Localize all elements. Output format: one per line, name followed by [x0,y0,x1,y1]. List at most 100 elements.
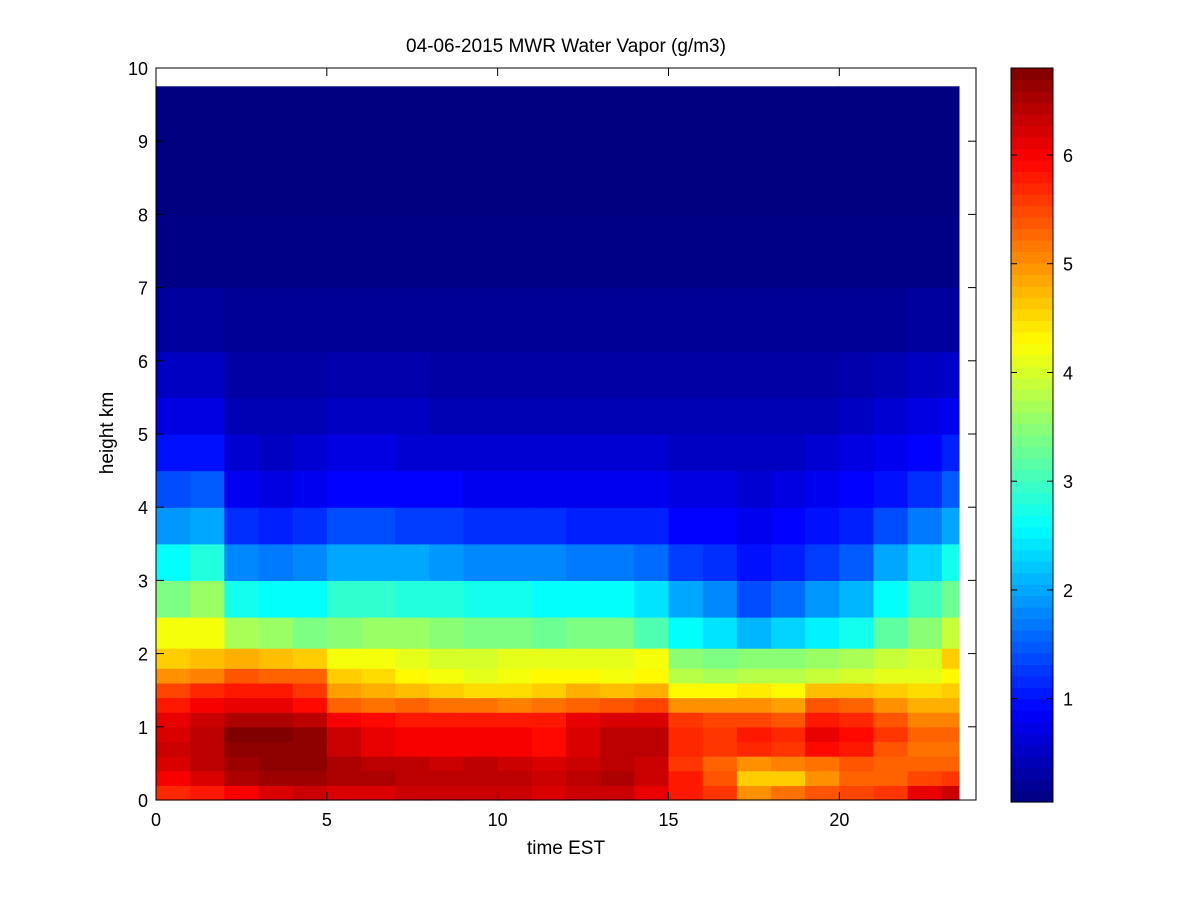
heatmap-cell [292,397,328,435]
heatmap-cell [258,785,294,801]
colorbar-tick-label: 4 [1063,363,1073,383]
heatmap-cell [702,712,738,728]
heatmap-cell [361,712,396,728]
colorbar-swatch [1011,308,1053,321]
colorbar-swatch [1011,469,1053,482]
heatmap-cell [429,507,465,545]
heatmap-cell [873,351,909,398]
colorbar-swatch [1011,457,1053,471]
heatmap-cell [941,741,960,757]
heatmap-cell [736,697,772,713]
heatmap-cell [395,697,430,713]
heatmap-cell [224,756,260,772]
heatmap-cell [156,756,191,772]
heatmap-cell [771,648,806,669]
heatmap-cell [156,580,191,618]
heatmap-cell [736,668,772,684]
heatmap-cell [907,580,943,618]
heatmap-cell [224,712,260,728]
colorbar-swatch [1011,148,1053,161]
heatmap-cell [634,507,670,545]
colorbar-swatch [1011,343,1053,356]
heatmap-cell [156,726,191,743]
heatmap-cell [702,617,738,649]
heatmap-cell [805,543,840,581]
heatmap-cell [463,712,499,728]
heatmap-cell [463,351,499,398]
heatmap-cell [600,726,635,743]
heatmap-cell [839,712,875,728]
heatmap-cell [566,741,601,757]
heatmap-cell [395,434,430,472]
heatmap-cell [805,785,840,801]
y-tick-label: 0 [138,791,148,811]
heatmap-cell [224,770,260,786]
heatmap-cell [566,726,601,743]
heatmap-cell [258,434,294,472]
heatmap-cell [634,434,670,472]
heatmap-cell [258,214,294,289]
heatmap-cell [395,682,430,699]
colorbar-swatch [1011,561,1053,574]
colorbar-tick-label: 2 [1063,581,1073,601]
colorbar-swatch [1011,733,1053,746]
heatmap-cell [839,580,875,618]
heatmap-cell [224,214,260,289]
heatmap-cell [361,287,396,353]
heatmap-cell [463,697,499,713]
colorbar-tick-label: 3 [1063,472,1073,492]
colorbar-swatch [1011,675,1053,688]
heatmap-cell [873,697,909,713]
colorbar-swatch [1011,515,1053,528]
heatmap [156,86,960,801]
colorbar-tick-label: 5 [1063,255,1073,275]
heatmap-cell [839,434,875,472]
heatmap-cell [361,507,396,545]
heatmap-cell [873,214,909,289]
heatmap-cell [326,214,362,289]
heatmap-cell [361,770,396,786]
heatmap-cell [634,648,670,669]
heatmap-cell [292,214,328,289]
heatmap-cell [566,668,601,684]
heatmap-cell [941,668,960,684]
heatmap-cell [292,507,328,545]
heatmap-cell [566,351,601,398]
heatmap-cell [190,712,225,728]
heatmap-cell [702,214,738,289]
heatmap-cell [156,741,191,757]
colorbar-swatch [1011,687,1053,700]
heatmap-cell [736,287,772,353]
heatmap-cell [702,756,738,772]
heatmap-cell [771,397,806,435]
heatmap-cell [566,785,601,801]
heatmap-cell [600,712,635,728]
heatmap-cell [429,712,465,728]
heatmap-cell [805,470,840,508]
heatmap-cell [600,617,635,649]
heatmap-cell [566,580,601,618]
heatmap-cell [566,697,601,713]
heatmap-cell [907,144,943,215]
colorbar-swatch [1011,240,1053,253]
colorbar-swatch [1011,251,1053,264]
colorbar-swatch [1011,354,1053,367]
colorbar-swatch [1011,274,1053,287]
heatmap-cell [600,682,635,699]
heatmap-cell [190,543,225,581]
heatmap-cell [190,144,225,215]
heatmap-cell [429,580,465,618]
heatmap-cell [429,697,465,713]
heatmap-cell [634,351,670,398]
heatmap-cell [771,668,806,684]
heatmap-cell [361,785,396,801]
colorbar-swatch [1011,572,1053,585]
heatmap-cell [566,617,601,649]
heatmap-cell [258,682,294,699]
heatmap-cell [839,144,875,215]
colorbar-swatch [1011,629,1053,643]
colorbar-swatch [1011,446,1053,459]
heatmap-cell [702,86,738,146]
heatmap-cell [292,756,328,772]
